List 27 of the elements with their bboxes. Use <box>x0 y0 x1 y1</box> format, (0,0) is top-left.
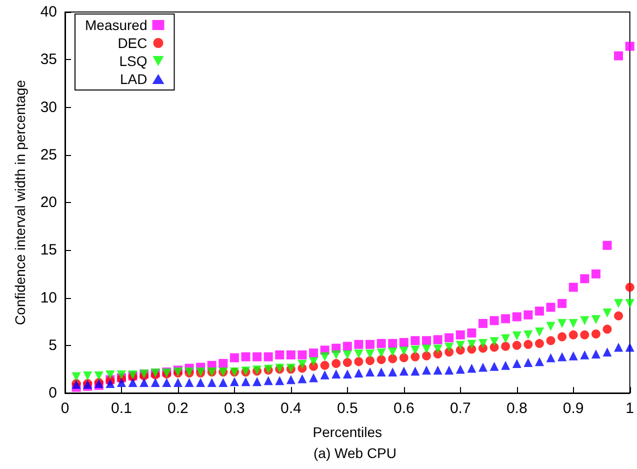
y-tick-label: 0 <box>48 384 57 402</box>
y-tick-label: 5 <box>48 336 57 354</box>
text: (a) Web CPU <box>314 445 396 461</box>
x-axis-title: Percentiles <box>312 424 382 440</box>
x-tick-label: 1 <box>626 400 634 417</box>
legend-label: LSQ <box>119 53 148 69</box>
x-tick-label: 0.9 <box>562 400 584 417</box>
x-tick-label: 0.7 <box>450 400 471 417</box>
x-tick-label: 0.3 <box>224 400 245 417</box>
legend-label: Measured <box>84 17 148 33</box>
x-tick-label: 0 <box>60 400 70 417</box>
y-tick-label: 25 <box>40 146 57 164</box>
x-tick-label: 0.2 <box>168 400 188 417</box>
y-tick-label: 30 <box>40 98 57 116</box>
x-tick-label: 0.8 <box>506 400 528 417</box>
y-tick-label: 40 <box>40 4 57 20</box>
x-tick-label: 0.4 <box>280 400 302 417</box>
x-tick-label: 0.6 <box>393 400 414 417</box>
x-tick-label: 0.1 <box>111 400 132 417</box>
legend-label: LAD <box>120 71 148 87</box>
y-tick-label: 15 <box>40 242 57 259</box>
y-tick-label: 10 <box>40 289 57 306</box>
legend-label: DEC <box>118 35 148 51</box>
y-tick-label: 20 <box>40 194 57 211</box>
y-axis-title: Confidence interval width in percentage <box>12 80 28 326</box>
y-tick-label: 35 <box>40 51 57 68</box>
x-tick-label: 0.5 <box>336 400 358 417</box>
